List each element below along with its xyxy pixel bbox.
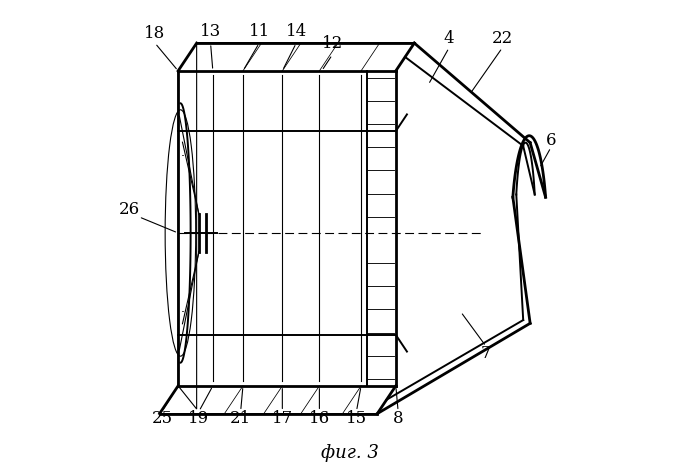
Text: 19: 19: [189, 410, 210, 427]
Text: 7: 7: [481, 345, 491, 362]
Text: 14: 14: [286, 23, 307, 40]
Text: 17: 17: [272, 410, 293, 427]
Text: фиг. 3: фиг. 3: [321, 444, 378, 462]
Text: 12: 12: [322, 34, 343, 52]
Text: 15: 15: [346, 410, 367, 427]
Text: 4: 4: [444, 30, 454, 47]
Text: 22: 22: [491, 30, 513, 47]
Text: 11: 11: [249, 23, 270, 40]
Text: 13: 13: [200, 23, 221, 40]
Text: 8: 8: [393, 410, 403, 427]
Text: 6: 6: [546, 132, 556, 149]
Text: 26: 26: [119, 201, 140, 219]
Text: 16: 16: [309, 410, 330, 427]
Text: 25: 25: [152, 410, 173, 427]
Text: 21: 21: [230, 410, 251, 427]
Text: 18: 18: [144, 25, 166, 42]
